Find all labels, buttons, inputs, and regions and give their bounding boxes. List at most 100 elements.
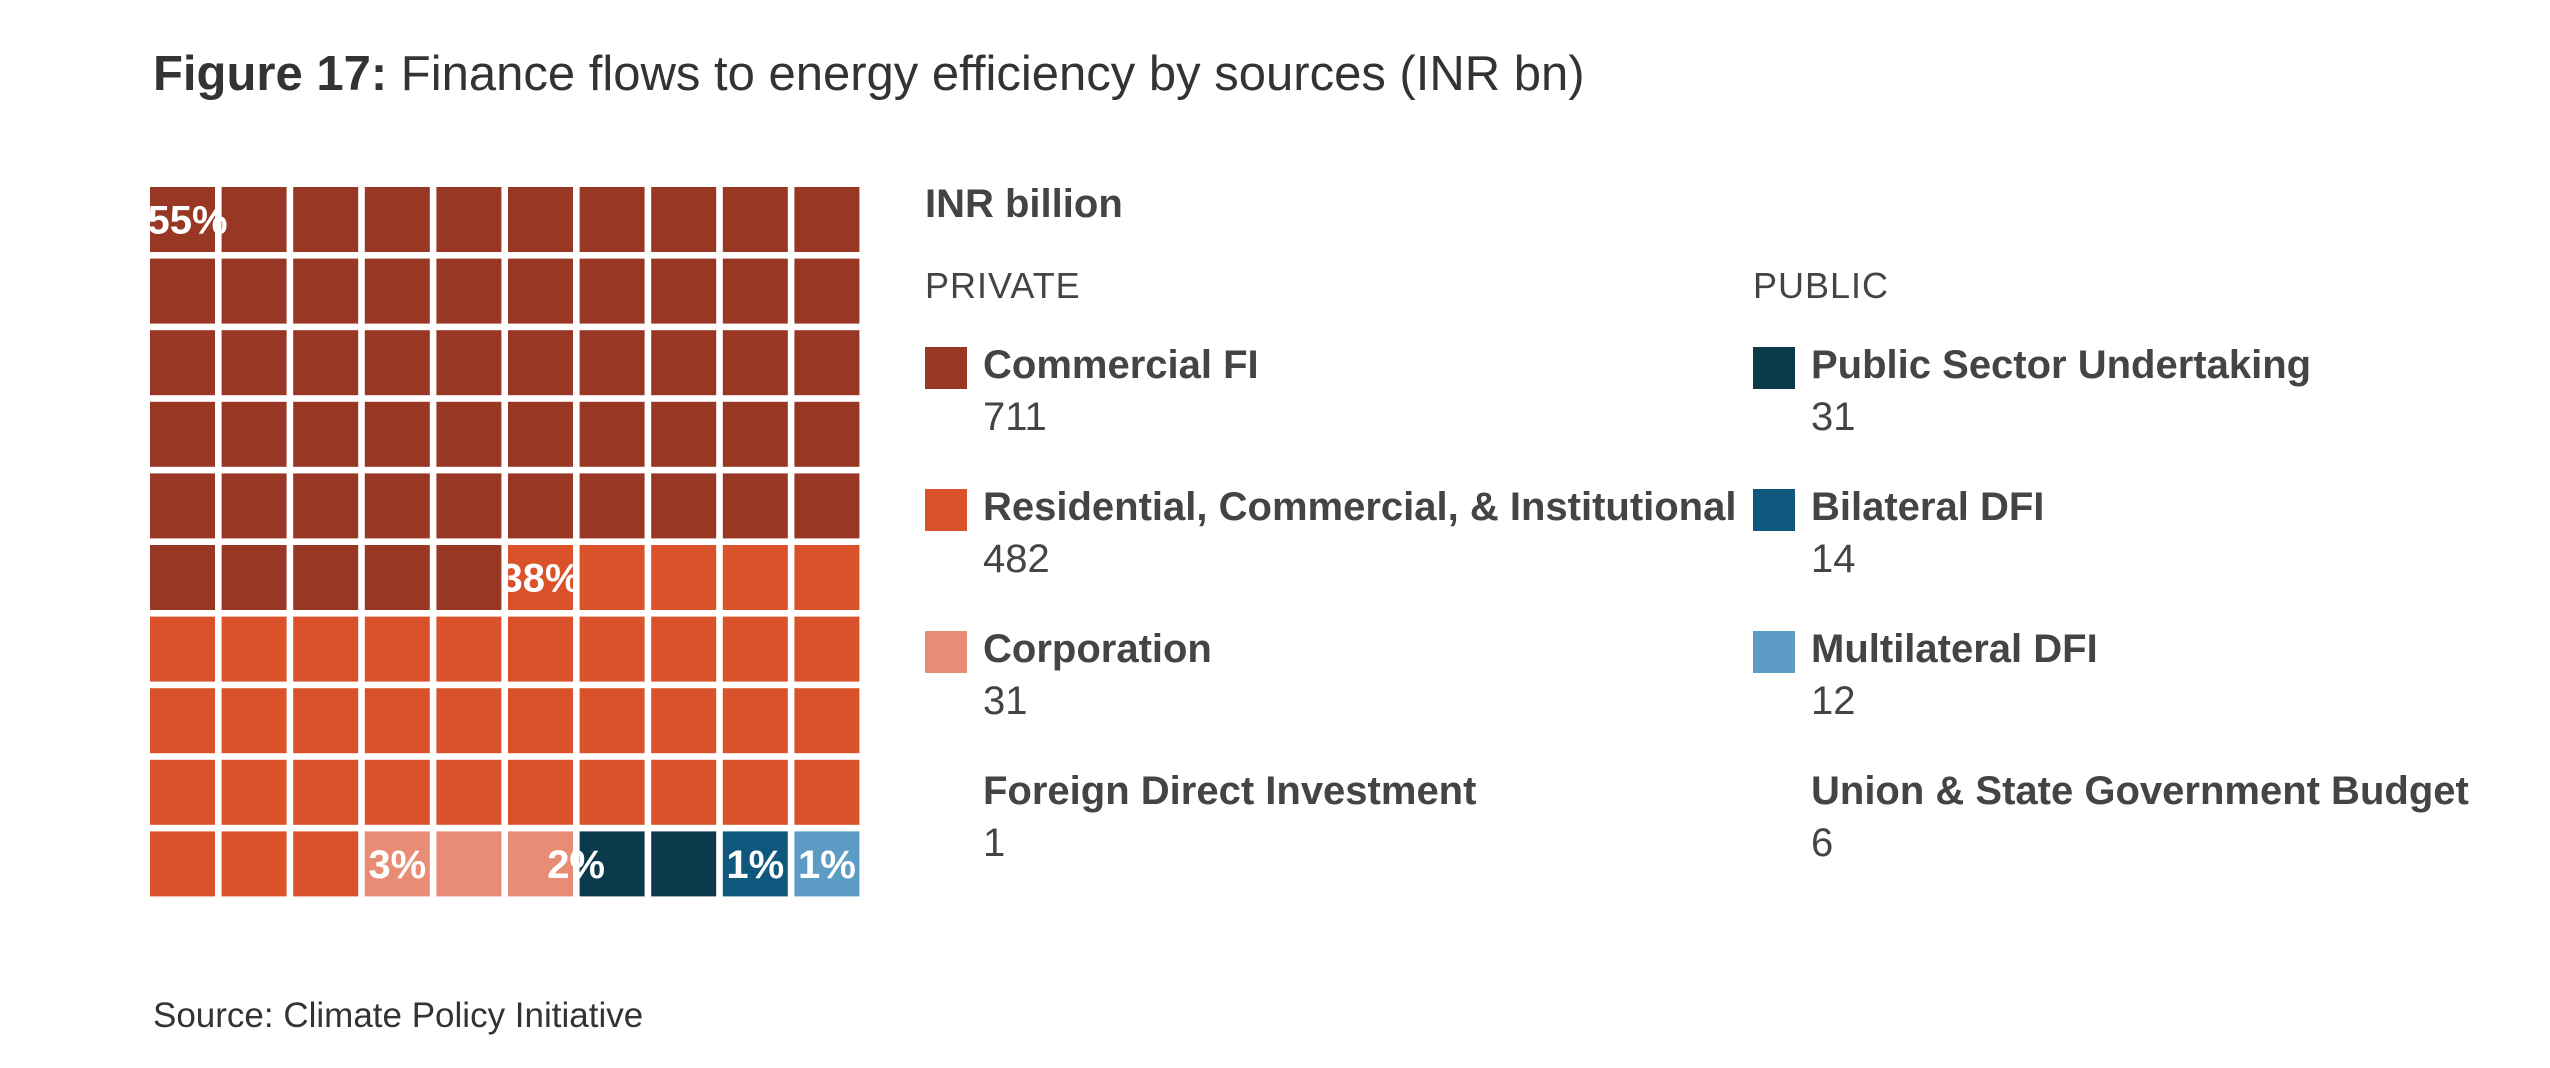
waffle-cell [436, 473, 502, 539]
waffle-cell [579, 330, 645, 396]
waffle-cell [150, 688, 215, 754]
waffle-cell [150, 616, 215, 682]
waffle-cell [722, 545, 788, 610]
waffle-cell [150, 401, 215, 467]
legend-label: Public Sector Undertaking [1811, 343, 2312, 387]
waffle-percent-label: 1% [798, 843, 856, 887]
waffle-cell [293, 401, 359, 467]
waffle-cell [722, 831, 788, 897]
legend-value: 6 [1811, 821, 1834, 865]
waffle-cell [508, 759, 573, 825]
waffle-cell [221, 258, 287, 324]
legend-label: Foreign Direct Investment [983, 769, 1477, 813]
waffle-cell [364, 759, 430, 825]
waffle-svg: 55% 38% 3% 2% 1% 1% [150, 187, 860, 897]
source-note: Source: Climate Policy Initiative [153, 996, 644, 1035]
waffle-cell [364, 330, 430, 396]
waffle-cell [150, 187, 215, 252]
waffle-cell [293, 473, 359, 539]
waffle-percent-label: 55% [150, 199, 228, 243]
legend-swatch [1753, 631, 1795, 673]
waffle-cell [508, 831, 573, 897]
legend-value: 482 [983, 537, 1050, 581]
waffle-cell [436, 401, 502, 467]
waffle-cell [293, 258, 359, 324]
waffle-cell [794, 258, 860, 324]
waffle-cell [794, 330, 860, 396]
waffle-cell [364, 258, 430, 324]
waffle-cell [364, 187, 430, 252]
legend-swatch [925, 631, 967, 673]
waffle-cell [364, 473, 430, 539]
waffle-cell [436, 759, 502, 825]
waffle-cell [364, 831, 430, 897]
waffle-cell [221, 330, 287, 396]
waffle-cell [293, 187, 359, 252]
legend-value: 12 [1811, 679, 1856, 723]
waffle-cell [651, 258, 717, 324]
waffle-cell [651, 401, 717, 467]
legend-swatch [1753, 347, 1795, 389]
waffle-cell [579, 688, 645, 754]
waffle-percent-label: 38% [500, 557, 580, 601]
waffle-cell [150, 545, 215, 610]
legend-value: 31 [1811, 395, 1856, 439]
waffle-cell [722, 258, 788, 324]
waffle-percent-label: 2% [547, 843, 605, 887]
waffle-cell [221, 401, 287, 467]
waffle-cell [508, 187, 573, 252]
legend-label: Multilateral DFI [1811, 627, 2098, 671]
waffle-cell [579, 616, 645, 682]
waffle-cell [364, 545, 430, 610]
waffle-percent-label: 3% [368, 843, 426, 887]
legend-label: Corporation [983, 627, 1212, 671]
waffle-cell [293, 759, 359, 825]
waffle-cell [722, 688, 788, 754]
title-text: Finance flows to energy efficiency by so… [400, 47, 1585, 101]
waffle-cell [508, 616, 573, 682]
waffle-cell [722, 616, 788, 682]
waffle-cell [508, 688, 573, 754]
waffle-cell [436, 831, 502, 897]
chart-title: Figure 17: Finance flows to energy effic… [153, 46, 1585, 102]
waffle-cell [579, 759, 645, 825]
waffle-cell [364, 616, 430, 682]
waffle-cell [651, 759, 717, 825]
legend-label: Residential, Commercial, & Institutional [983, 485, 1737, 529]
waffle-cell [221, 545, 287, 610]
waffle-cell [436, 545, 502, 610]
waffle-cell [436, 688, 502, 754]
waffle-cell [221, 831, 287, 897]
legend-group-private: PRIVATE [925, 265, 1081, 306]
waffle-cell [722, 330, 788, 396]
waffle-cell [794, 187, 860, 252]
waffle-cell [794, 401, 860, 467]
legend-swatch [925, 489, 967, 531]
waffle-cell [364, 401, 430, 467]
waffle-cell [579, 473, 645, 539]
legend-value: 711 [983, 395, 1047, 439]
waffle-cell [651, 831, 717, 897]
waffle-cell [293, 831, 359, 897]
waffle-chart: 55% 38% 3% 2% 1% 1% [150, 187, 862, 899]
waffle-percent-label: 1% [726, 843, 784, 887]
waffle-cell [579, 831, 645, 897]
waffle-cell [794, 688, 860, 754]
waffle-cell [722, 187, 788, 252]
waffle-cell [651, 616, 717, 682]
waffle-cell [436, 258, 502, 324]
waffle-cell [221, 187, 287, 252]
waffle-cell [794, 545, 860, 610]
legend-swatch [925, 347, 967, 389]
waffle-cell [221, 688, 287, 754]
waffle-cell [150, 258, 215, 324]
waffle-cell [579, 401, 645, 467]
legend-label: Commercial FI [983, 343, 1259, 387]
waffle-cell [221, 759, 287, 825]
waffle-cell [722, 401, 788, 467]
waffle-cell [150, 330, 215, 396]
waffle-cell [651, 473, 717, 539]
waffle-cell [293, 616, 359, 682]
waffle-cell [508, 258, 573, 324]
waffle-cell [293, 330, 359, 396]
